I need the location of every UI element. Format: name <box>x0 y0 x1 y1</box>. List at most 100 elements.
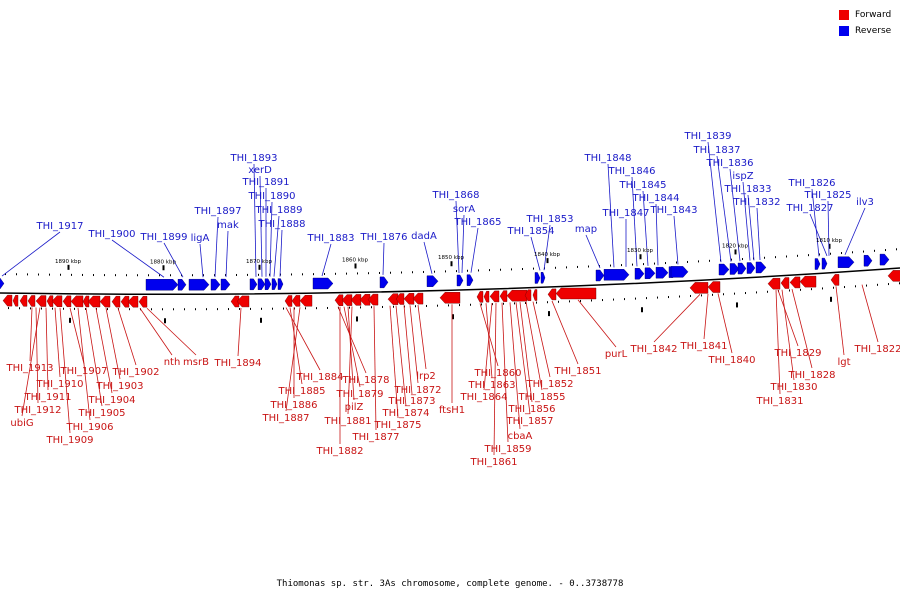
tick-mark <box>558 300 559 303</box>
gene-label-thi-1874: THI_1874 <box>381 408 429 419</box>
tick-mark <box>203 274 204 277</box>
forward-gene-arrow <box>367 293 379 306</box>
reverse-gene-arrow <box>746 262 756 274</box>
forward-gene-arrow <box>99 295 111 308</box>
gene-label-thi-1909: THI_1909 <box>45 435 93 446</box>
reverse-gene-arrow <box>670 266 689 278</box>
label-connector <box>225 230 229 278</box>
gene-label-thi-1855: THI_1855 <box>517 392 565 403</box>
gene-label-thi-1856: THI_1856 <box>507 404 555 415</box>
gene-label-thi-1878: THI_1878 <box>341 375 389 386</box>
gene-label-purl: purL <box>605 349 628 360</box>
label-connector <box>395 305 407 407</box>
gene-label-thi-1913: THI_1913 <box>5 363 53 374</box>
tick-mark <box>448 304 449 307</box>
forward-gene-arrow <box>27 295 36 307</box>
forward-gene-arrow <box>230 295 240 308</box>
reverse-gene-arrow <box>603 269 630 281</box>
tick-mark <box>745 292 746 295</box>
label-connector <box>343 306 361 388</box>
gene-label-thi-1832: THI_1832 <box>732 197 780 208</box>
label-connector <box>455 200 460 274</box>
forward-gene-arrow <box>46 295 54 307</box>
tick-mark <box>261 307 262 310</box>
forward-gene-arrow <box>111 295 121 308</box>
chromosome-backbone <box>0 267 900 295</box>
tick-mark <box>624 298 625 301</box>
tick-mark <box>437 304 438 307</box>
label-connector <box>95 307 113 394</box>
label-connector <box>655 203 659 266</box>
tick-mark <box>63 307 64 310</box>
tick-mark <box>833 286 834 289</box>
label-connector <box>791 289 813 369</box>
scale-label: 1830 kbp <box>627 248 653 254</box>
gene-label-mak: mak <box>217 220 239 231</box>
reverse-gene-arrow <box>271 278 278 290</box>
tick-mark <box>115 274 116 277</box>
tick-mark <box>434 270 435 273</box>
label-connector <box>461 214 465 273</box>
gene-label-thi-1845: THI_1845 <box>618 180 666 191</box>
tick-mark <box>206 308 207 311</box>
gene-label-msrb: msrB <box>183 357 209 368</box>
tick-mark <box>511 268 512 271</box>
tick-mark <box>709 259 710 262</box>
gene-label-thi-1897: THI_1897 <box>193 206 241 217</box>
tick-mark <box>800 288 801 291</box>
major-tick <box>548 311 550 317</box>
label-connector <box>532 301 551 378</box>
gene-label-thi-1872: THI_1872 <box>393 385 441 396</box>
tick-mark <box>162 308 163 311</box>
tick-mark <box>489 269 490 272</box>
tick-mark <box>855 285 856 288</box>
label-connector <box>747 194 755 261</box>
tick-mark <box>687 260 688 263</box>
gene-label-thi-1904: THI_1904 <box>87 395 135 406</box>
tick-mark <box>470 303 471 306</box>
tick-mark <box>580 299 581 302</box>
major-tick <box>452 314 454 320</box>
gene-label-thi-1825: THI_1825 <box>803 190 851 201</box>
reverse-gene-arrow <box>277 278 284 290</box>
forward-gene-arrow <box>439 292 461 304</box>
tick-mark <box>844 286 845 289</box>
label-connector <box>835 286 845 356</box>
tick-mark <box>621 264 622 267</box>
tick-mark <box>723 293 724 296</box>
forward-gene-arrow <box>789 276 801 289</box>
forward-gene-arrow <box>82 295 90 308</box>
tick-mark <box>294 307 295 310</box>
reverse-gene-arrow <box>540 272 546 284</box>
label-connector <box>269 201 273 277</box>
forward-gene-arrow <box>555 287 597 300</box>
gene-label-thi-1875: THI_1875 <box>373 420 421 431</box>
reverse-gene-arrow <box>755 261 767 274</box>
gene-label-thi-1836: THI_1836 <box>705 158 753 169</box>
label-connector <box>519 302 533 403</box>
label-connector <box>707 141 722 263</box>
reverse-gene-arrow <box>634 268 645 280</box>
gene-label-ubig: ubiG <box>10 418 33 429</box>
reverse-gene-arrow <box>312 277 334 290</box>
gene-label-thi-1900: THI_1900 <box>87 229 135 240</box>
gene-label-thi-1893: THI_1893 <box>229 153 277 164</box>
forward-legend-swatch <box>839 10 849 20</box>
tick-mark <box>412 271 413 274</box>
tick-mark <box>313 273 314 276</box>
label-connector <box>21 307 41 417</box>
gene-label-ispz: ispZ <box>732 171 753 182</box>
gene-label-thi-1917: THI_1917 <box>35 221 83 232</box>
major-tick <box>258 264 261 270</box>
reverse-gene-arrow <box>814 258 821 270</box>
tick-mark <box>731 258 732 261</box>
gene-label-thi-1881: THI_1881 <box>323 416 371 427</box>
tick-mark <box>863 250 864 253</box>
tick-mark <box>401 271 402 274</box>
gene-label-thi-1842: THI_1842 <box>629 344 677 355</box>
forward-gene-labels: THI_1913 THI_1912 ubiG THI_1911 THI_1910 THI_… <box>5 341 900 468</box>
reverse-gene-arrow <box>0 277 5 290</box>
forward-gene-arrow <box>767 277 781 290</box>
major-tick <box>162 265 165 271</box>
tick-mark <box>602 299 603 302</box>
